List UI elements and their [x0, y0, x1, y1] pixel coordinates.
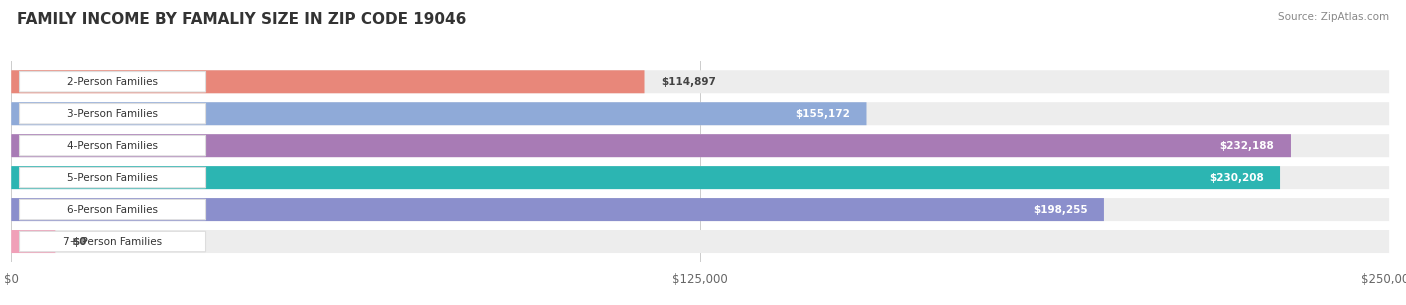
- Text: $0: $0: [72, 237, 86, 246]
- FancyBboxPatch shape: [11, 198, 1104, 221]
- FancyBboxPatch shape: [20, 167, 205, 188]
- Text: 2-Person Families: 2-Person Families: [67, 77, 157, 87]
- FancyBboxPatch shape: [11, 198, 1389, 221]
- FancyBboxPatch shape: [20, 199, 205, 220]
- FancyBboxPatch shape: [11, 70, 1389, 93]
- Text: 7+ Person Families: 7+ Person Families: [63, 237, 162, 246]
- Text: $230,208: $230,208: [1209, 173, 1264, 183]
- Text: Source: ZipAtlas.com: Source: ZipAtlas.com: [1278, 12, 1389, 22]
- Text: $232,188: $232,188: [1219, 141, 1274, 151]
- FancyBboxPatch shape: [11, 166, 1279, 189]
- Text: $198,255: $198,255: [1033, 205, 1087, 215]
- FancyBboxPatch shape: [20, 135, 205, 156]
- Text: $155,172: $155,172: [794, 109, 851, 119]
- FancyBboxPatch shape: [20, 72, 205, 92]
- Text: FAMILY INCOME BY FAMALIY SIZE IN ZIP CODE 19046: FAMILY INCOME BY FAMALIY SIZE IN ZIP COD…: [17, 12, 467, 27]
- FancyBboxPatch shape: [11, 102, 866, 125]
- FancyBboxPatch shape: [11, 230, 1389, 253]
- FancyBboxPatch shape: [11, 102, 1389, 125]
- FancyBboxPatch shape: [11, 70, 644, 93]
- Text: 4-Person Families: 4-Person Families: [67, 141, 157, 151]
- FancyBboxPatch shape: [11, 134, 1291, 157]
- FancyBboxPatch shape: [20, 231, 205, 252]
- FancyBboxPatch shape: [11, 230, 55, 253]
- Text: 3-Person Families: 3-Person Families: [67, 109, 157, 119]
- Text: 6-Person Families: 6-Person Families: [67, 205, 157, 215]
- Text: 5-Person Families: 5-Person Families: [67, 173, 157, 183]
- FancyBboxPatch shape: [11, 166, 1389, 189]
- Text: $114,897: $114,897: [661, 77, 716, 87]
- FancyBboxPatch shape: [20, 103, 205, 124]
- FancyBboxPatch shape: [11, 134, 1389, 157]
